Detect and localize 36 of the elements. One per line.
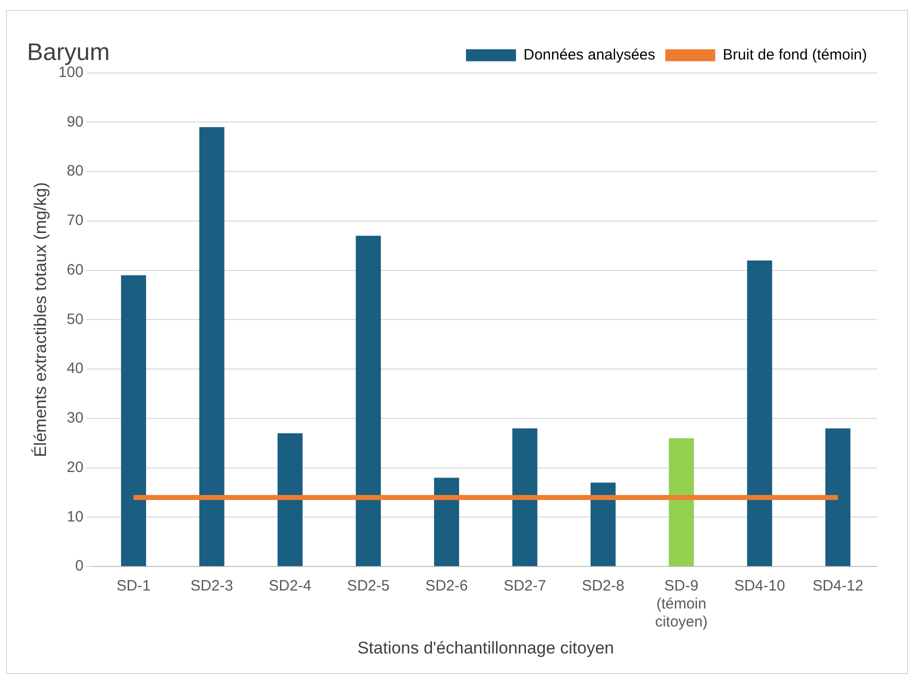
y-tick-label: 40 [66, 360, 84, 378]
bar [512, 428, 538, 566]
bar [434, 478, 460, 566]
y-tick-label: 80 [66, 162, 84, 180]
x-axis-title: Stations d'échantillonnage citoyen [357, 638, 614, 658]
bar [199, 127, 224, 566]
bar [825, 428, 850, 566]
y-tick-label: 10 [66, 508, 84, 526]
bar [121, 275, 146, 566]
x-tick-label: SD2-6 [425, 578, 468, 595]
y-tick-label: 70 [66, 212, 84, 230]
y-tick-label: 30 [66, 410, 84, 427]
legend-label: Bruit de fond (témoin) [722, 46, 868, 64]
y-axis-title: Éléments extractibles totaux (mg/kg) [30, 182, 50, 458]
x-tick-label: SD4-12 [812, 578, 864, 595]
y-tick-label: 90 [66, 113, 84, 130]
y-tick-label: 100 [58, 64, 84, 81]
bar [356, 236, 381, 566]
x-tick-label: SD2-8 [582, 578, 624, 595]
bar [747, 260, 772, 566]
x-tick-label: SD2-3 [190, 578, 234, 595]
chart-title: Baryum [27, 39, 110, 66]
legend-label: Données analysées [524, 46, 656, 64]
y-tick-label: 20 [66, 458, 84, 476]
y-tick-label: 0 [75, 558, 84, 575]
x-tick-label: SD2-7 [504, 578, 546, 595]
x-tick-label: SD-9 (témoin citoyen) [655, 578, 708, 631]
x-tick-label: SD2-5 [347, 578, 390, 595]
x-tick-label: SD2-4 [268, 578, 312, 595]
x-tick-label: SD-1 [116, 578, 151, 595]
bar [278, 433, 303, 566]
bar [668, 438, 694, 566]
y-tick-label: 50 [66, 310, 84, 328]
bar [590, 482, 616, 566]
y-tick-label: 60 [66, 261, 84, 278]
x-tick-label: SD4-10 [734, 578, 786, 595]
